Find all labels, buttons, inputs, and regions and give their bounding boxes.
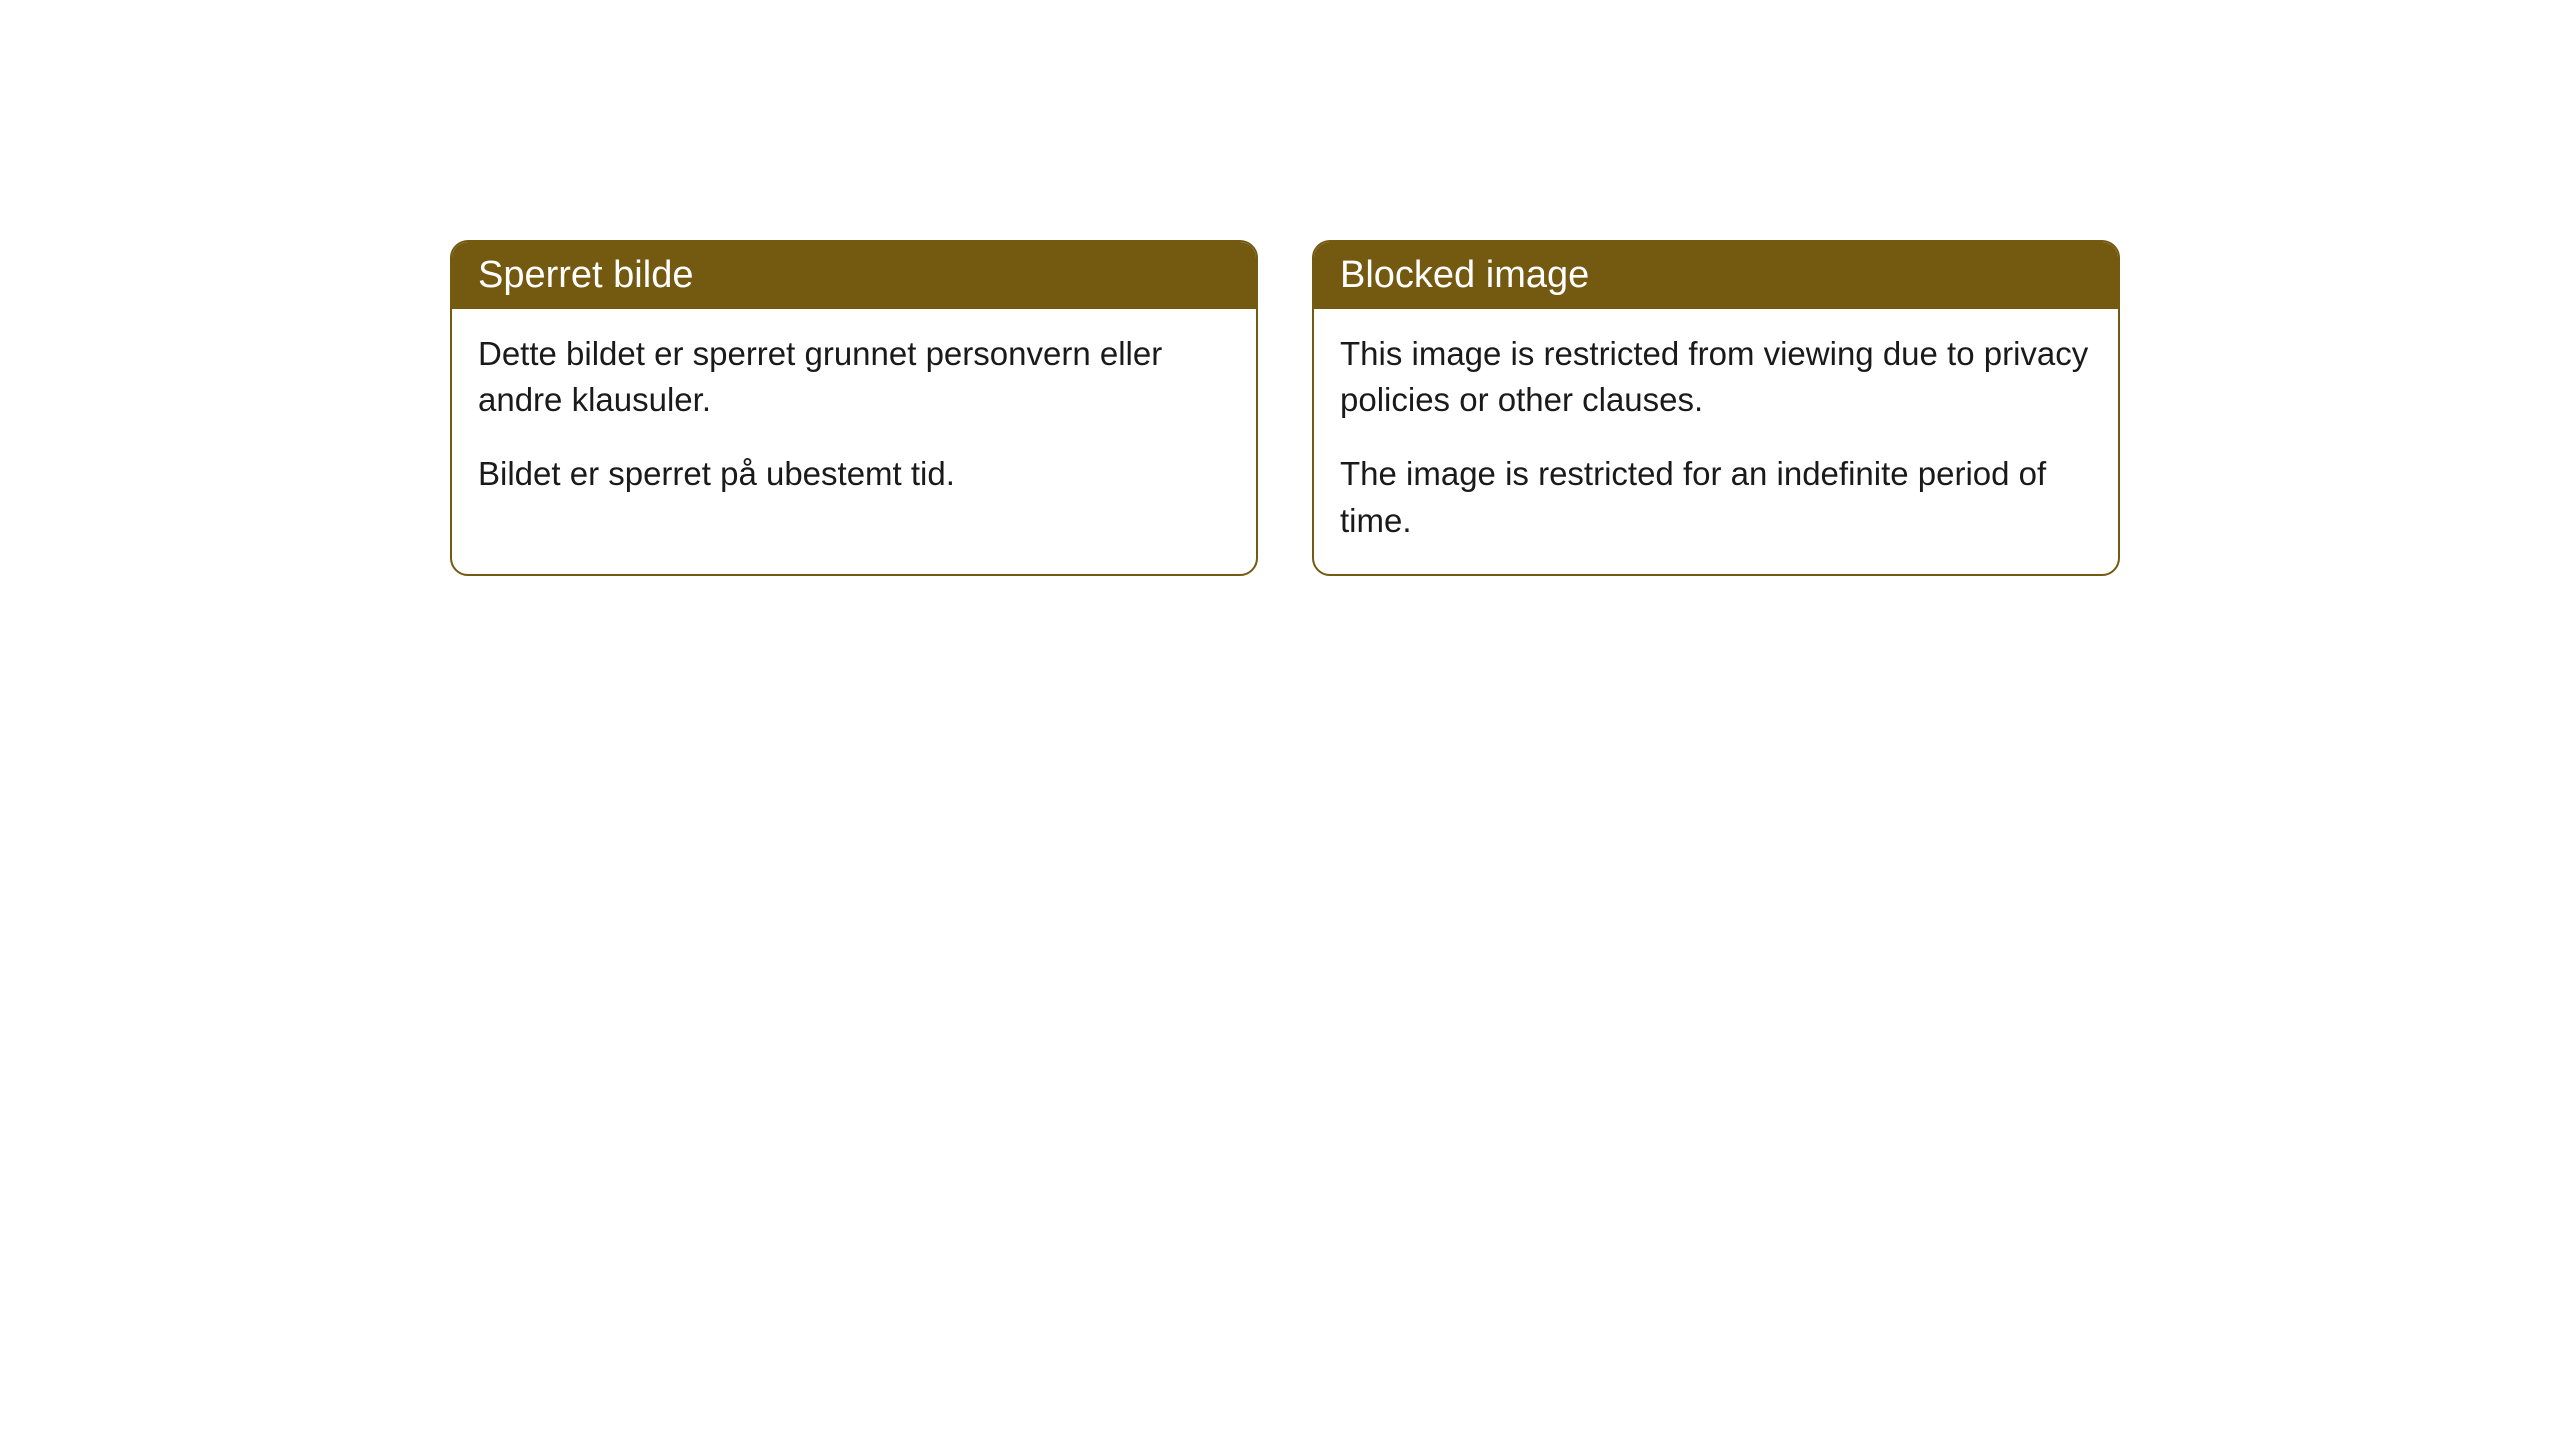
card-body-english: This image is restricted from viewing du… xyxy=(1314,309,2118,574)
card-paragraph: Dette bildet er sperret grunnet personve… xyxy=(478,331,1230,423)
card-body-norwegian: Dette bildet er sperret grunnet personve… xyxy=(452,309,1256,528)
card-paragraph: The image is restricted for an indefinit… xyxy=(1340,451,2092,543)
card-title: Blocked image xyxy=(1340,254,1589,296)
card-paragraph: This image is restricted from viewing du… xyxy=(1340,331,2092,423)
card-paragraph: Bildet er sperret på ubestemt tid. xyxy=(478,451,1230,497)
card-title: Sperret bilde xyxy=(478,254,693,296)
notice-cards-container: Sperret bilde Dette bildet er sperret gr… xyxy=(450,240,2120,576)
card-header-english: Blocked image xyxy=(1314,242,2118,309)
card-header-norwegian: Sperret bilde xyxy=(452,242,1256,309)
notice-card-norwegian: Sperret bilde Dette bildet er sperret gr… xyxy=(450,240,1258,576)
notice-card-english: Blocked image This image is restricted f… xyxy=(1312,240,2120,576)
